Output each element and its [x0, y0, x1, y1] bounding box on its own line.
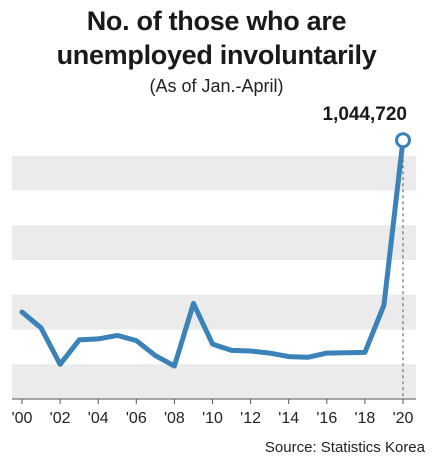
x-tick-label: '20: [393, 410, 414, 427]
x-tick-label: '08: [164, 410, 185, 427]
x-tick-label: '00: [12, 410, 33, 427]
end-marker: [395, 132, 411, 149]
grid-band: [12, 294, 416, 330]
x-tick-label: '04: [88, 410, 109, 427]
chart-subtitle: (As of Jan.-April): [149, 76, 284, 96]
annotation-label: 1,044,720: [322, 104, 407, 125]
grid-band: [12, 155, 416, 191]
x-tick-label: '18: [354, 410, 375, 427]
grid-band: [12, 225, 416, 260]
chart-title-line2: unemployed involuntarily: [56, 40, 377, 70]
source-note: Source: Statistics Korea: [264, 439, 425, 456]
chart-title-line1: No. of those who are: [86, 6, 347, 36]
x-tick-label: '06: [126, 410, 147, 427]
grid-band: [12, 364, 416, 399]
x-tick-label: '12: [240, 410, 261, 427]
x-tick-label: '14: [278, 410, 299, 427]
x-tick-label: '16: [316, 410, 337, 427]
x-tick-label: '02: [50, 410, 71, 427]
series-line: [19, 137, 406, 369]
x-tick-label: '10: [202, 410, 223, 427]
